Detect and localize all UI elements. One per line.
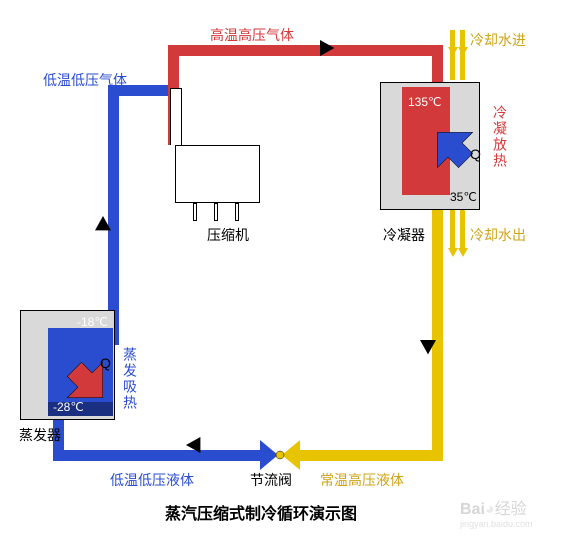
pipe-yellow_cond_l xyxy=(432,205,443,455)
pipe-blue_bottom xyxy=(53,450,263,461)
diagram-canvas: { "title": "蒸汽压缩式制冷循环演示图", "title_fontsi… xyxy=(0,0,573,540)
pipe-yellow_cool_out xyxy=(460,210,465,250)
label-evap_heat: 蒸发吸热 xyxy=(120,347,140,411)
label-condenser: 冷凝器 xyxy=(383,225,425,245)
label-hp_rt_liq: 常温高压液体 xyxy=(320,470,404,490)
label-lp_lt_gas: 低温低压气体 xyxy=(43,70,127,90)
wm-1: Bai xyxy=(460,501,485,518)
label-cool_in: 冷却水进 xyxy=(470,30,526,50)
compressor-inlet xyxy=(170,88,182,145)
label-q_evap: Q xyxy=(100,355,111,371)
throttle-icon xyxy=(260,440,300,470)
label-throttle: 节流阀 xyxy=(250,470,292,490)
flow-arrow-3 xyxy=(184,435,214,465)
flow-arrow-7 xyxy=(456,246,486,276)
pipe-yellow_cond_l xyxy=(290,450,443,461)
label-t_evap_in: -18℃ xyxy=(77,315,108,329)
watermark: Bai◕经验 jingyan.baidu.com xyxy=(460,495,533,529)
wm-2: 经验 xyxy=(495,501,527,518)
pipe-red_top xyxy=(432,45,443,85)
label-t_evap_out: -28℃ xyxy=(53,400,84,414)
flow-arrow-2 xyxy=(418,338,448,368)
flow-arrow-1 xyxy=(318,38,348,68)
compressor-leg-2 xyxy=(235,203,239,221)
compressor-body xyxy=(175,145,260,203)
pipe-red_top xyxy=(168,45,443,56)
label-t_cond: 135℃ xyxy=(408,95,442,109)
label-t_cond_out: 35℃ xyxy=(450,190,477,204)
label-q_cond: Q xyxy=(470,146,481,162)
label-cond_heat: 冷凝放热 xyxy=(490,105,510,169)
pipe-yellow_cool_out xyxy=(450,210,455,250)
label-hp_ht_gas: 高温高压气体 xyxy=(210,25,294,45)
wm-paw-icon: ◕ xyxy=(485,501,495,518)
diagram-title: 蒸汽压缩式制冷循环演示图 xyxy=(165,500,357,524)
compressor-leg-1 xyxy=(214,203,218,221)
compressor-leg-0 xyxy=(193,203,197,221)
flow-arrow-0 xyxy=(93,214,123,244)
wm-sub: jingyan.baidu.com xyxy=(460,519,533,529)
label-cool_out: 冷却水出 xyxy=(470,225,526,245)
label-lp_lt_liq: 低温低压液体 xyxy=(110,470,194,490)
label-compressor: 压缩机 xyxy=(207,225,249,245)
label-evaporator: 蒸发器 xyxy=(19,425,61,445)
